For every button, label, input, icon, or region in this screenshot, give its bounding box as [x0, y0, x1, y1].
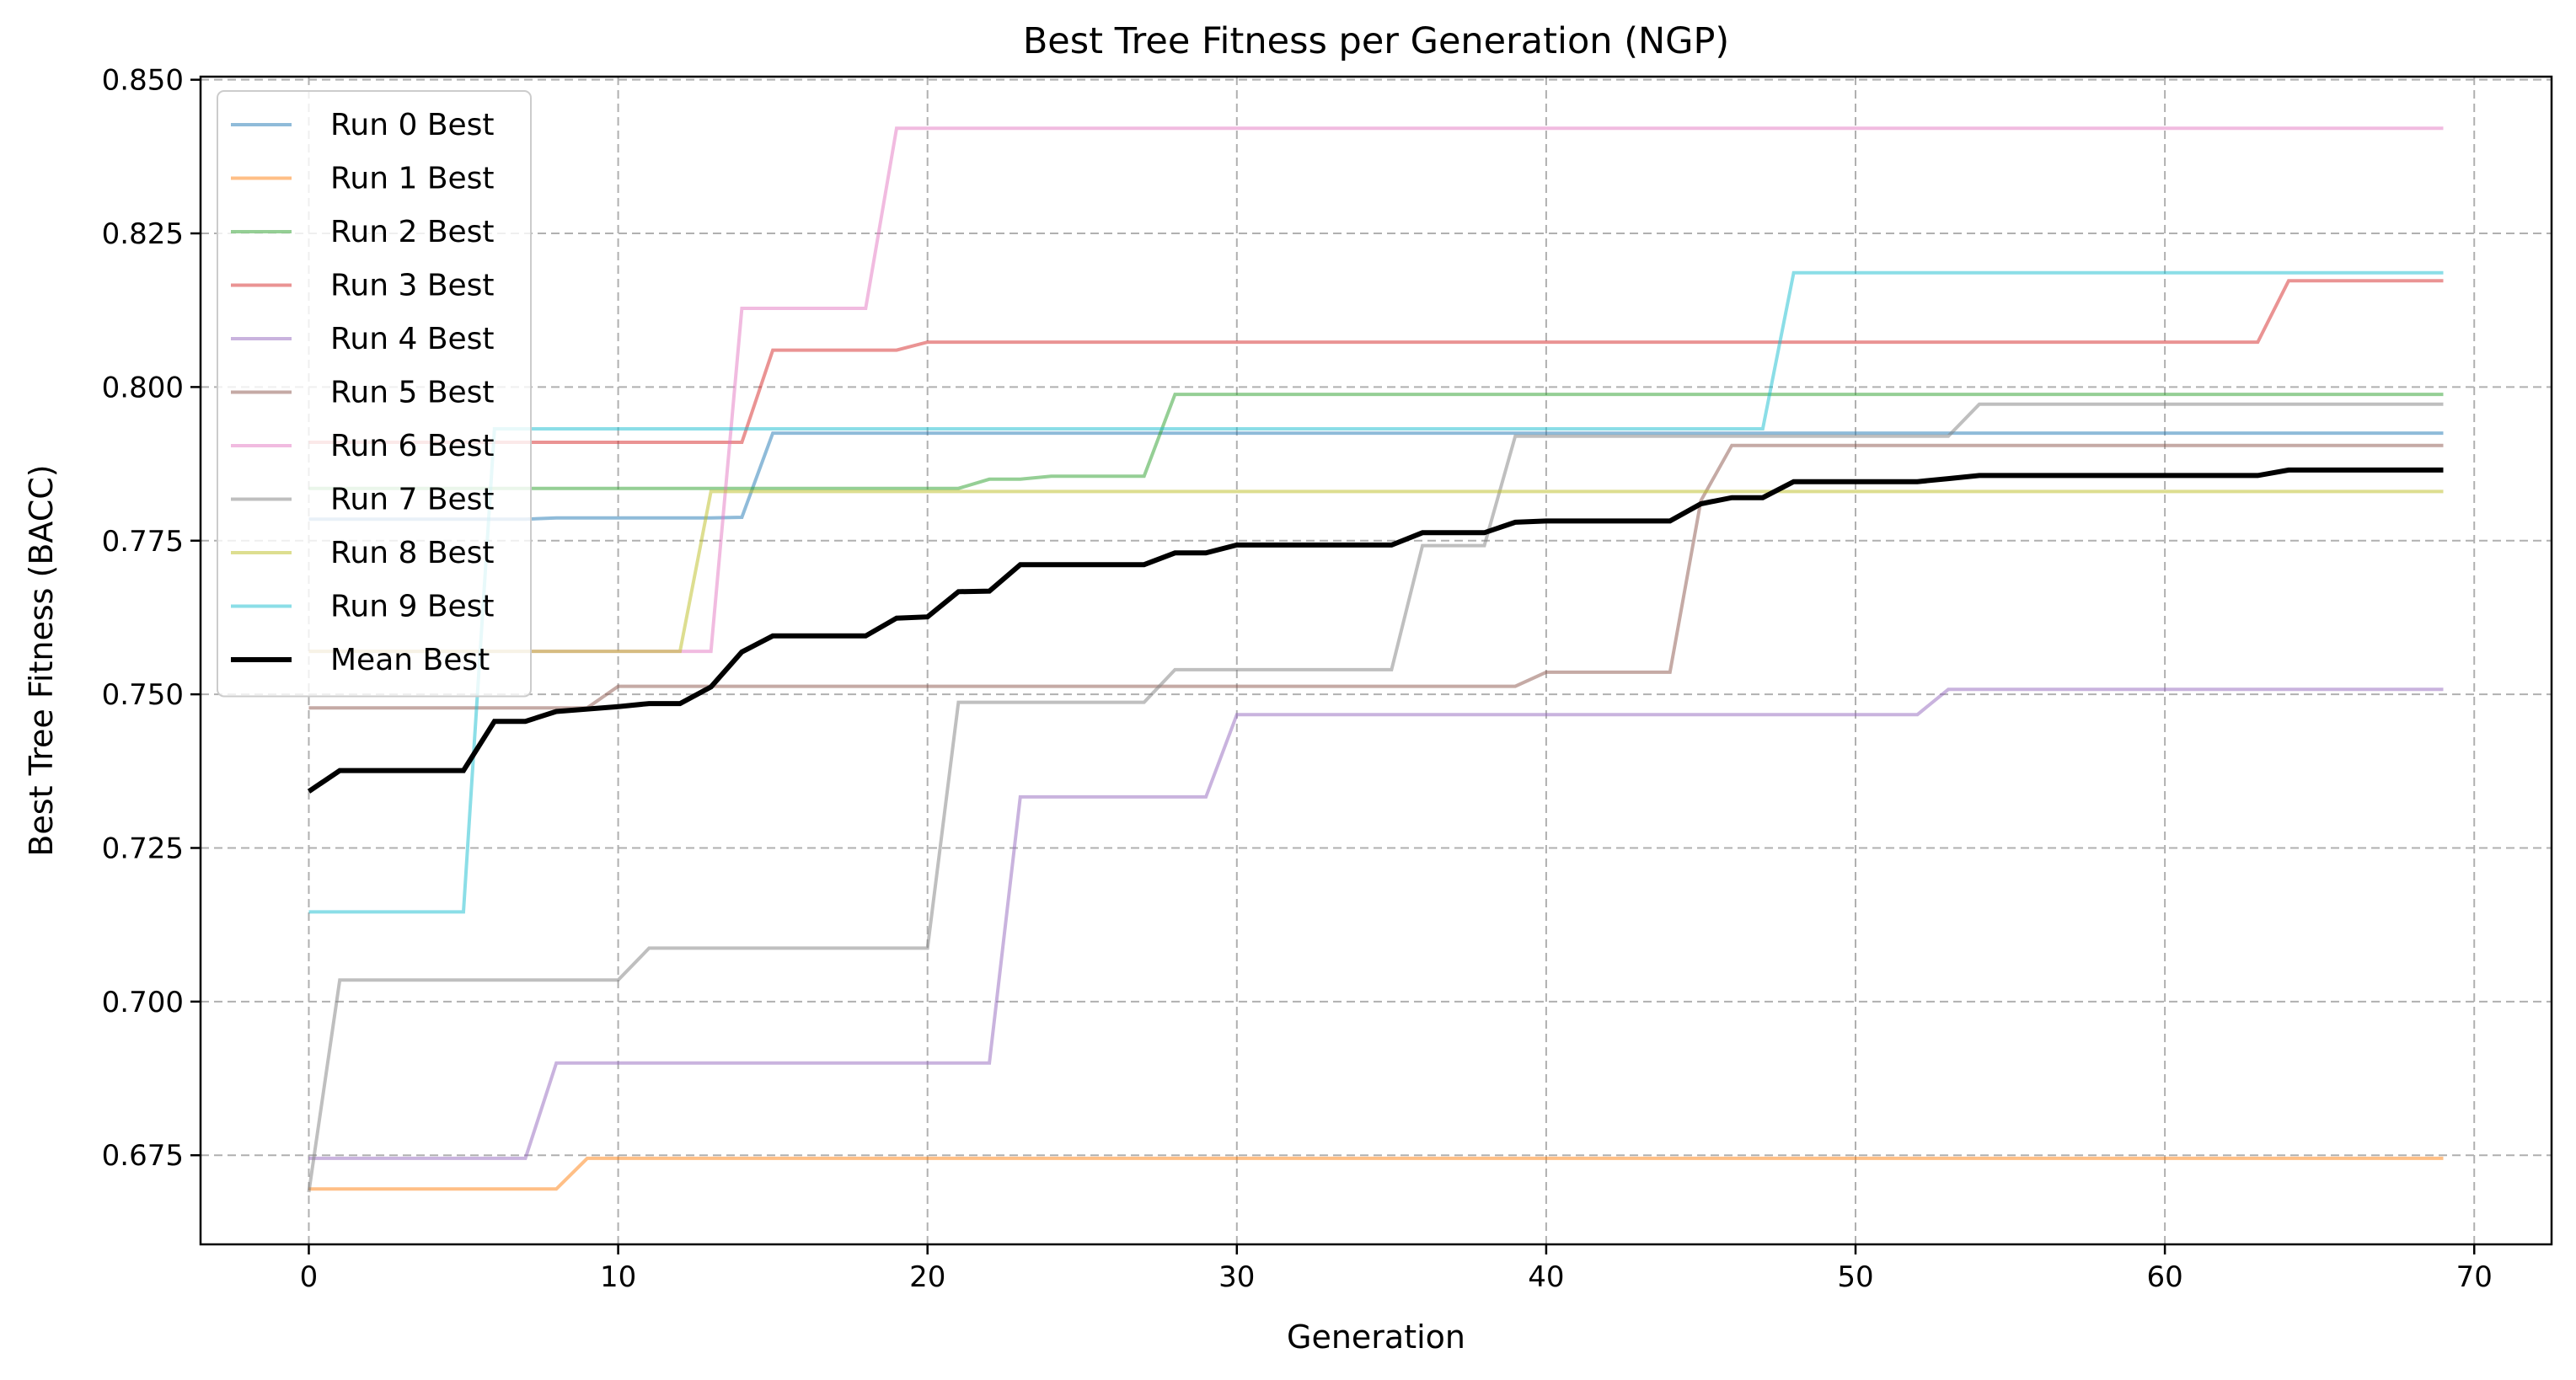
- legend-label: Run 1 Best: [330, 162, 495, 196]
- series-8: [308, 489, 2444, 654]
- x-tick-label: 40: [1528, 1260, 1564, 1294]
- series-2: [308, 393, 2444, 490]
- x-tick-label: 60: [2146, 1260, 2182, 1294]
- y-tick-label: 0.800: [102, 371, 184, 404]
- x-tick-label: 0: [300, 1260, 319, 1294]
- legend-label: Run 0 Best: [330, 108, 495, 142]
- series-line: [308, 1156, 2444, 1191]
- chart-title: Best Tree Fitness per Generation (NGP): [1023, 20, 1729, 62]
- series-line: [308, 443, 2444, 710]
- series-line: [308, 489, 2444, 654]
- legend-item: Run 4 Best: [231, 322, 495, 356]
- legend-label: Run 9 Best: [330, 590, 495, 624]
- x-tick-label: 20: [909, 1260, 945, 1294]
- legend-label: Run 4 Best: [330, 322, 495, 356]
- series-1: [308, 1156, 2444, 1191]
- legend-item: Run 5 Best: [231, 376, 495, 410]
- legend-label: Run 5 Best: [330, 376, 495, 410]
- y-axis-label: Best Tree Fitness (BACC): [23, 464, 60, 856]
- legend-item: Mean Best: [231, 643, 490, 677]
- y-tick-label: 0.750: [102, 678, 184, 712]
- series-line: [308, 687, 2444, 1160]
- y-tick-label: 0.775: [102, 525, 184, 559]
- legend-item: Run 8 Best: [231, 536, 495, 570]
- axes: 0 10 20 30 40 50 60 70 0.675 0.700 0.725 0.750 0.775…: [102, 64, 2493, 1294]
- legend-label: Run 3 Best: [330, 269, 495, 303]
- series-line: [308, 279, 2444, 444]
- legend: Run 0 Best Run 1 Best Run 2 Best Run 3 Best…: [217, 90, 532, 698]
- series-0: [308, 431, 2444, 522]
- legend-item: Run 1 Best: [231, 162, 495, 196]
- y-tick-label: 0.850: [102, 64, 184, 98]
- series-4: [308, 687, 2444, 1160]
- legend-label: Mean Best: [330, 643, 490, 677]
- legend-item: Run 7 Best: [231, 483, 495, 517]
- series-line: [307, 402, 2444, 1193]
- series-9: [308, 270, 2444, 914]
- legend-label: Run 8 Best: [330, 536, 495, 570]
- legend-item: Run 9 Best: [231, 590, 495, 624]
- series-7: [307, 402, 2444, 1193]
- series-line: [308, 431, 2444, 522]
- y-tick-label: 0.825: [102, 217, 184, 251]
- legend-item: Run 6 Best: [231, 429, 495, 463]
- series-line: [308, 270, 2444, 914]
- legend-item: Run 0 Best: [231, 108, 495, 142]
- legend-label: Run 7 Best: [330, 483, 495, 517]
- x-tick-label: 10: [600, 1260, 636, 1294]
- y-tick-label: 0.675: [102, 1139, 184, 1173]
- legend-item: Run 2 Best: [231, 215, 495, 249]
- plot-frame: [199, 75, 2553, 1246]
- series-10: [307, 467, 2444, 794]
- y-tick-label: 0.725: [102, 832, 184, 865]
- x-tick-label: 30: [1218, 1260, 1255, 1294]
- legend-label: Run 2 Best: [330, 215, 495, 249]
- y-tick-label: 0.700: [102, 986, 184, 1019]
- legend-box: [217, 90, 532, 698]
- series-3: [308, 279, 2444, 444]
- legend-label: Run 6 Best: [330, 429, 495, 463]
- plot-series: [307, 126, 2444, 1193]
- series-5: [308, 443, 2444, 710]
- legend-item: Run 3 Best: [231, 269, 495, 303]
- series-line: [307, 467, 2444, 794]
- series-line: [308, 393, 2444, 490]
- x-tick-label: 70: [2456, 1260, 2493, 1294]
- x-tick-label: 50: [1837, 1260, 1873, 1294]
- x-axis-label: Generation: [1287, 1318, 1465, 1356]
- grid: [201, 77, 2552, 1244]
